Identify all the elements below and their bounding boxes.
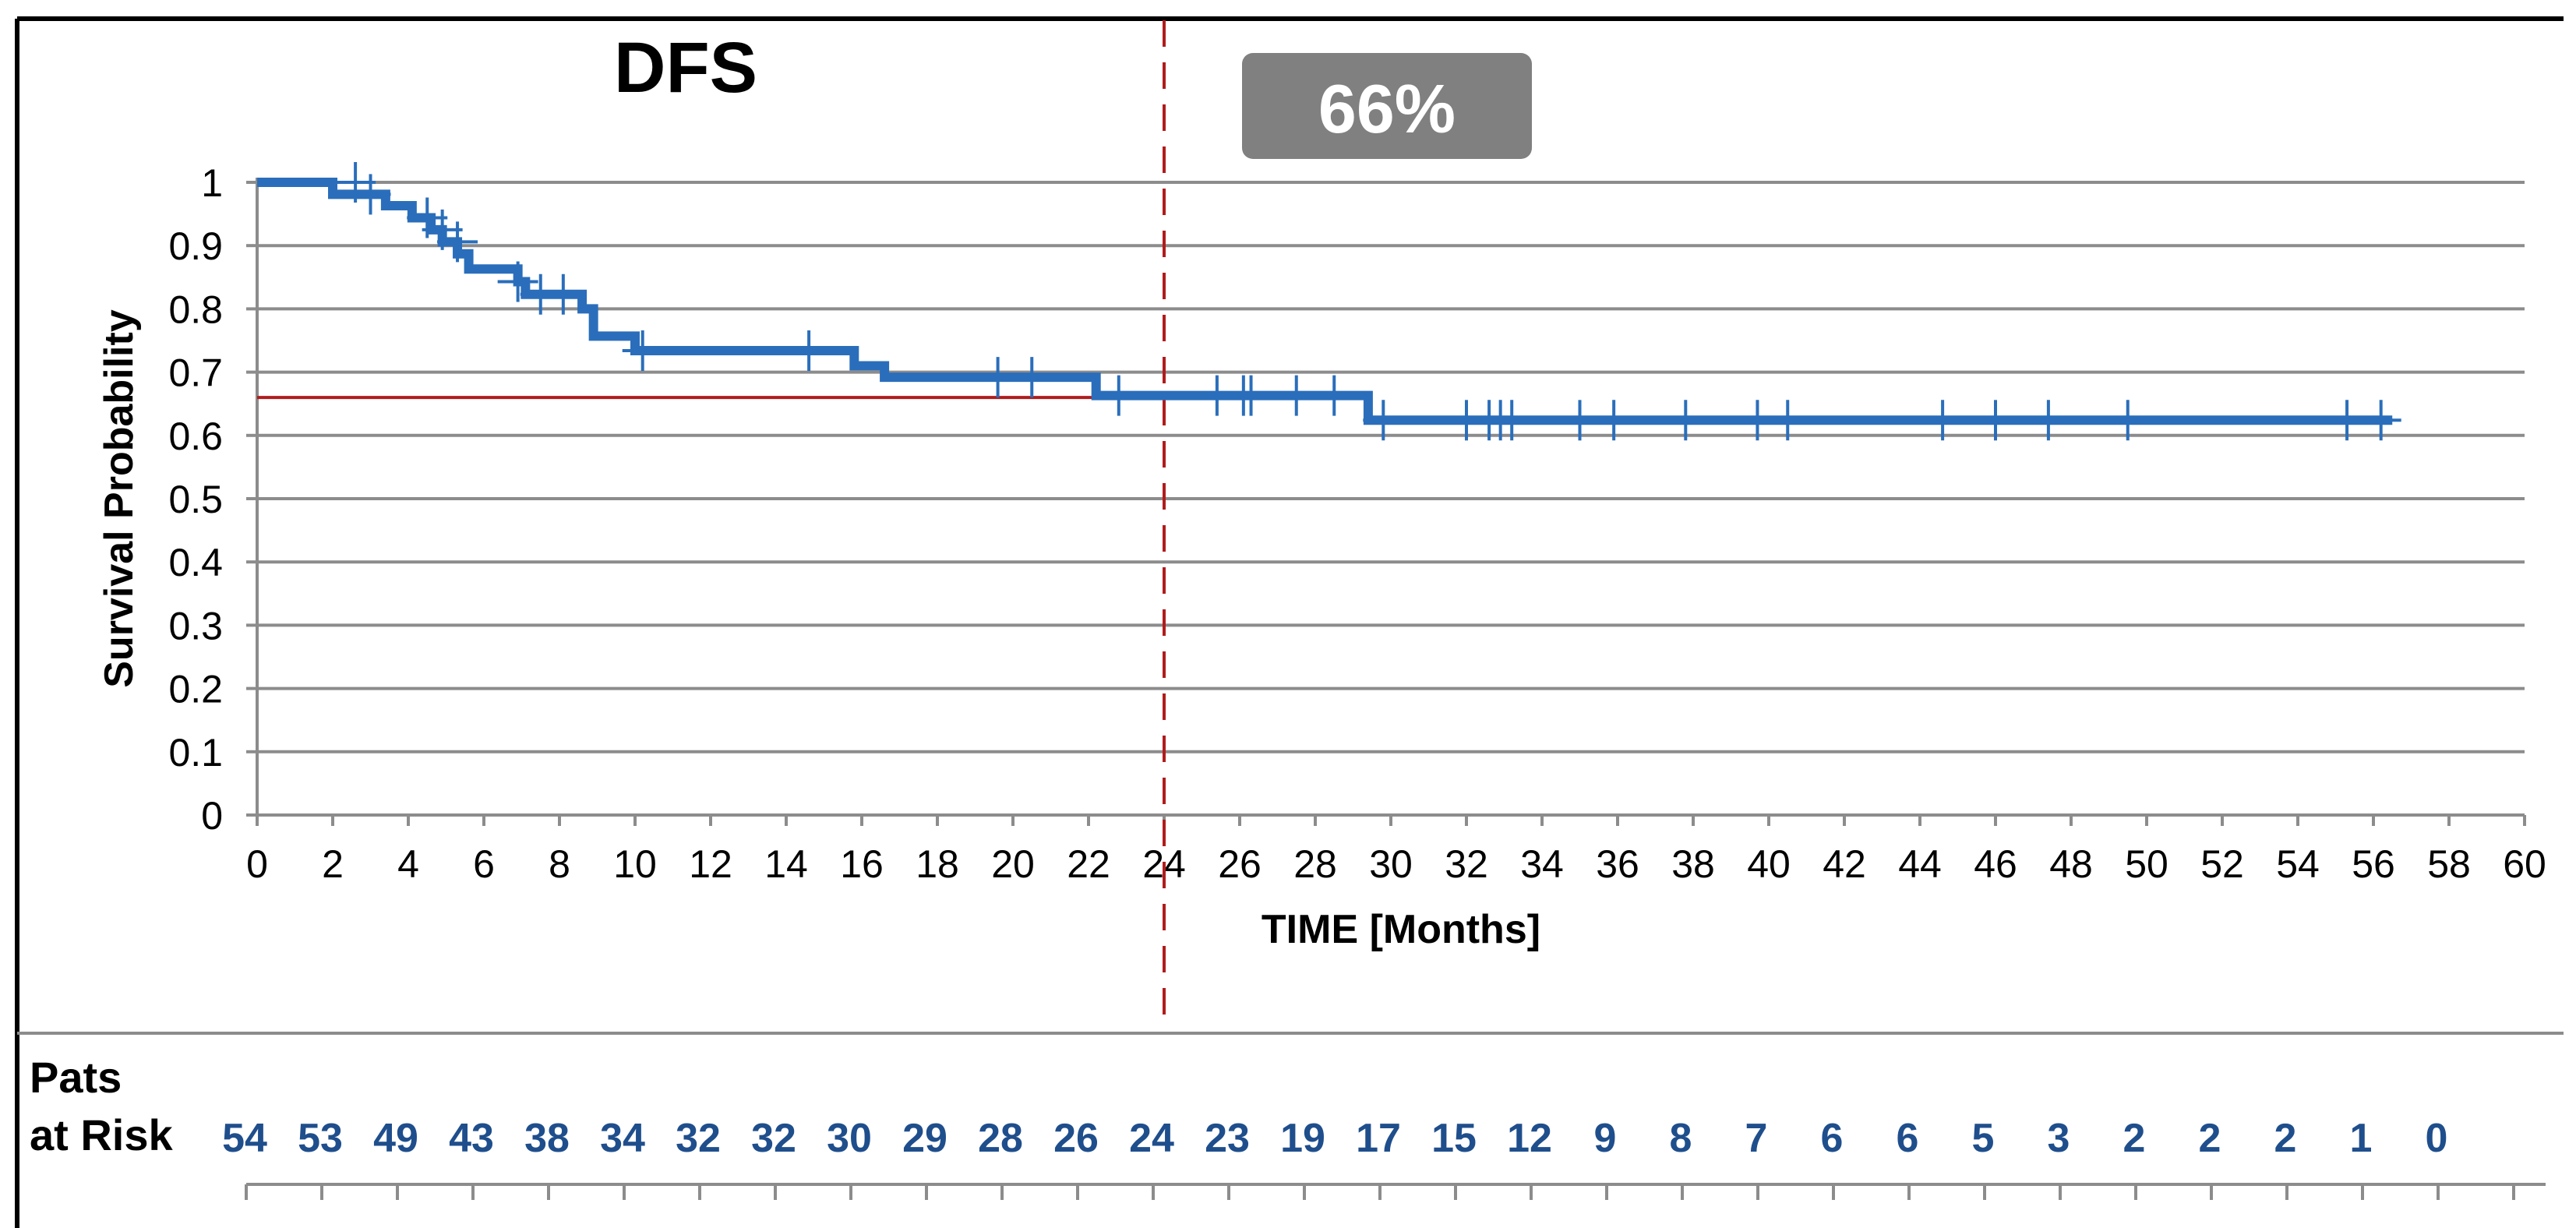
y-axis-title: Survival Probability xyxy=(97,309,142,688)
risk-value-19: 8 xyxy=(1670,1116,1692,1161)
x-tick-label-58: 58 xyxy=(2427,842,2471,886)
y-tick-label-0.1: 0.1 xyxy=(168,731,223,775)
x-tick-label-48: 48 xyxy=(2049,842,2093,886)
risk-value-15: 17 xyxy=(1356,1116,1401,1161)
risk-value-3: 43 xyxy=(449,1116,494,1161)
x-tick-label-20: 20 xyxy=(991,842,1035,886)
risk-value-10: 28 xyxy=(978,1116,1023,1161)
risk-value-11: 26 xyxy=(1053,1116,1099,1161)
x-tick-label-14: 14 xyxy=(764,842,808,886)
gridlines xyxy=(257,181,2525,753)
y-tick-label-0.4: 0.4 xyxy=(168,541,223,584)
x-tick-label-18: 18 xyxy=(916,842,959,886)
risk-value-13: 23 xyxy=(1205,1116,1250,1161)
risk-value-9: 29 xyxy=(902,1116,947,1161)
x-tick-label-0: 0 xyxy=(246,842,268,886)
axes xyxy=(246,178,2526,826)
risk-value-24: 3 xyxy=(2048,1116,2070,1161)
risk-value-0: 54 xyxy=(222,1116,267,1161)
x-axis-title: TIME [Months] xyxy=(1262,907,1540,952)
y-tick-labels: 0 0.1 0.2 0.3 0.4 0.5 0.6 0.7 0.8 0.9 1 xyxy=(168,161,223,838)
x-tick-label-22: 22 xyxy=(1067,842,1110,886)
risk-value-5: 34 xyxy=(600,1116,645,1161)
x-tick-label-10: 10 xyxy=(613,842,657,886)
x-tick-label-12: 12 xyxy=(689,842,732,886)
x-tick-label-52: 52 xyxy=(2200,842,2244,886)
risk-value-23: 5 xyxy=(1972,1116,1995,1161)
x-tick-label-34: 34 xyxy=(1520,842,1564,886)
reference-lines xyxy=(257,20,1368,1021)
y-tick-label-1: 1 xyxy=(201,161,223,205)
x-tick-label-50: 50 xyxy=(2125,842,2168,886)
x-tick-label-40: 40 xyxy=(1747,842,1791,886)
survival-curve-series-0 xyxy=(257,178,2393,425)
percentage-badge-label: 66% xyxy=(1318,70,1456,147)
x-tick-label-44: 44 xyxy=(1898,842,1942,886)
x-tick-label-16: 16 xyxy=(840,842,884,886)
x-tick-label-26: 26 xyxy=(1218,842,1262,886)
x-tick-label-60: 60 xyxy=(2503,842,2546,886)
y-tick-label-0.9: 0.9 xyxy=(168,224,223,268)
x-tick-label-42: 42 xyxy=(1823,842,1866,886)
x-tick-label-28: 28 xyxy=(1293,842,1337,886)
x-tick-label-38: 38 xyxy=(1671,842,1715,886)
y-tick-label-0.6: 0.6 xyxy=(168,415,223,458)
risk-value-18: 9 xyxy=(1594,1116,1617,1161)
censor-marks xyxy=(335,162,2401,441)
risk-value-7: 32 xyxy=(751,1116,796,1161)
y-tick-label-0.5: 0.5 xyxy=(168,478,223,521)
risk-value-28: 1 xyxy=(2350,1116,2373,1161)
risk-value-25: 2 xyxy=(2123,1116,2146,1161)
risk-value-27: 2 xyxy=(2274,1116,2297,1161)
risk-value-1: 53 xyxy=(298,1116,343,1161)
x-tick-label-46: 46 xyxy=(1974,842,2017,886)
risk-value-12: 24 xyxy=(1129,1116,1174,1161)
x-tick-label-8: 8 xyxy=(549,842,570,886)
risk-value-4: 38 xyxy=(524,1116,570,1161)
risk-value-14: 19 xyxy=(1280,1116,1325,1161)
risk-table-label-line1: Pats xyxy=(30,1053,122,1102)
x-tick-label-2: 2 xyxy=(322,842,344,886)
percentage-badge xyxy=(1242,53,1532,159)
x-tick-label-54: 54 xyxy=(2276,842,2320,886)
y-tick-label-0.2: 0.2 xyxy=(168,668,223,711)
y-tick-label-0.8: 0.8 xyxy=(168,288,223,331)
risk-value-29: 0 xyxy=(2426,1116,2448,1161)
risk-value-26: 2 xyxy=(2199,1116,2221,1161)
y-tick-label-0: 0 xyxy=(201,794,223,838)
x-tick-label-6: 6 xyxy=(473,842,495,886)
risk-value-6: 32 xyxy=(676,1116,721,1161)
risk-table-label-line2: at Risk xyxy=(30,1110,173,1159)
x-tick-label-30: 30 xyxy=(1369,842,1413,886)
survival-curve xyxy=(257,178,2393,425)
risk-value-8: 30 xyxy=(827,1116,872,1161)
y-tick-label-0.7: 0.7 xyxy=(168,351,223,395)
risk-table-values: 54 53 49 43 38 34 32 32 30 29 28 26 24 23 19 17 15 12 9 8 7 6… xyxy=(222,1116,2546,1200)
x-tick-labels: 0 2 4 6 8 10 12 14 16 18 20 22 24 26 28 30 32 34 36 38 40 42 4… xyxy=(246,842,2546,886)
x-tick-label-36: 36 xyxy=(1596,842,1639,886)
risk-value-17: 12 xyxy=(1507,1116,1552,1161)
x-tick-label-56: 56 xyxy=(2352,842,2395,886)
chart-title: DFS xyxy=(614,28,757,108)
x-tick-label-4: 4 xyxy=(397,842,419,886)
risk-value-2: 49 xyxy=(373,1116,418,1161)
risk-value-20: 7 xyxy=(1745,1116,1768,1161)
risk-value-16: 15 xyxy=(1431,1116,1477,1161)
x-tick-label-32: 32 xyxy=(1445,842,1488,886)
y-tick-label-0.3: 0.3 xyxy=(168,604,223,648)
risk-value-22: 6 xyxy=(1897,1116,1919,1161)
risk-value-21: 6 xyxy=(1821,1116,1844,1161)
